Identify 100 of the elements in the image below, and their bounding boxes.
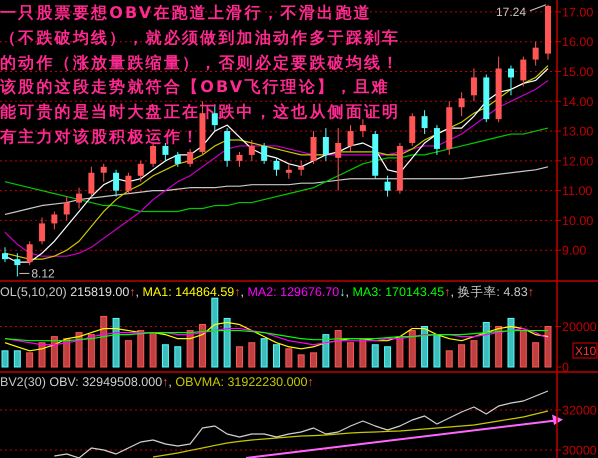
candlestick [274, 157, 280, 176]
candlestick [360, 118, 366, 138]
bar [88, 334, 95, 368]
bar [100, 316, 108, 368]
bar [260, 338, 268, 368]
bar [150, 332, 157, 368]
candlestick [39, 216, 46, 245]
bar [285, 348, 292, 368]
line-series [54, 390, 549, 458]
y-tick-label: 13.00 [562, 124, 594, 139]
y-tick-label: 30000 [562, 444, 597, 458]
candlestick [248, 140, 255, 162]
candlestick [384, 175, 391, 198]
candlestick [236, 151, 242, 168]
candlestick [508, 65, 514, 96]
bar [273, 344, 280, 368]
candlestick [298, 160, 304, 176]
bar [408, 330, 416, 368]
y-axis-title: X10 [575, 344, 597, 358]
bar [248, 342, 256, 368]
line-series [4, 166, 549, 216]
candlestick [286, 163, 292, 180]
candlestick [434, 124, 440, 156]
candlestick [100, 163, 107, 182]
candlestick [458, 92, 465, 117]
bar [532, 342, 540, 368]
candlestick [64, 196, 70, 221]
y-tick-label: 10.00 [562, 214, 594, 228]
candlestick [422, 110, 428, 135]
bar [186, 330, 194, 368]
candlestick [26, 240, 33, 266]
candlestick [51, 210, 58, 230]
candlestick [348, 124, 354, 152]
text: OBV: 32949508.000↑, [49, 375, 172, 389]
line-series [4, 322, 549, 352]
bar [470, 340, 478, 368]
bar [544, 326, 552, 368]
candlestick [310, 130, 317, 164]
y-tick-label: 20000 [562, 320, 597, 334]
bar [298, 354, 305, 368]
y-tick-label: 17.00 [562, 5, 594, 20]
candlestick [88, 166, 94, 198]
bar [458, 344, 466, 368]
line-series [152, 410, 549, 458]
bar [446, 350, 453, 368]
candlestick [138, 160, 144, 182]
bar [347, 342, 354, 368]
bar [384, 346, 392, 368]
y-tick-label: 14.00 [562, 94, 594, 109]
bar [433, 334, 440, 368]
candlestick [14, 252, 20, 277]
bar [322, 334, 330, 368]
text: MA2: 129676.70↓, [247, 285, 349, 299]
bar [137, 330, 144, 368]
chart-title: OL(5,10,20) [0, 285, 70, 299]
bar [520, 330, 527, 368]
y-tick-label: 12.00 [562, 154, 594, 168]
candlestick [187, 148, 194, 168]
bar [14, 350, 21, 368]
bar [507, 318, 514, 368]
bar [162, 344, 169, 368]
candlestick [470, 68, 477, 102]
y-tick-label: 15.00 [562, 64, 594, 79]
bar [26, 352, 34, 368]
annotation: 17.24 [496, 4, 526, 19]
text: OBVMA: 31922230.000↑ [175, 375, 314, 389]
chart-title: BV2(30) [0, 375, 50, 389]
annotation: 换手率: 4.83↑ [457, 284, 534, 299]
bar [236, 346, 243, 368]
bar [359, 338, 366, 368]
bar [495, 326, 502, 368]
y-tick-label: 32000 [562, 404, 597, 418]
candlestick [76, 187, 82, 210]
candlestick [532, 41, 539, 66]
candlestick [322, 128, 329, 162]
y-tick-label: 0 [562, 360, 569, 374]
candlestick [174, 151, 181, 168]
y-tick-label: 16.00 [562, 35, 594, 50]
bar [482, 322, 490, 368]
bar [211, 298, 218, 368]
candlestick [113, 169, 120, 198]
bar [198, 324, 206, 368]
bar [334, 330, 342, 368]
bar [310, 352, 318, 368]
text: MA1: 144864.59↑, [142, 285, 244, 299]
text: MA3: 170143.45↑, [352, 285, 454, 299]
candlestick [261, 142, 268, 164]
series-label: 215819.00↑, [70, 285, 140, 299]
bar [112, 318, 120, 368]
candlestick [125, 172, 132, 194]
candlestick [2, 246, 8, 263]
bar [224, 318, 231, 368]
candlestick [520, 56, 526, 87]
candlestick [335, 128, 342, 192]
bar [174, 346, 182, 368]
bar [396, 336, 404, 368]
bar [421, 326, 428, 368]
line-series [4, 330, 549, 342]
y-tick-label: 9.00 [562, 244, 586, 258]
y-tick-label: 11.00 [562, 184, 592, 198]
